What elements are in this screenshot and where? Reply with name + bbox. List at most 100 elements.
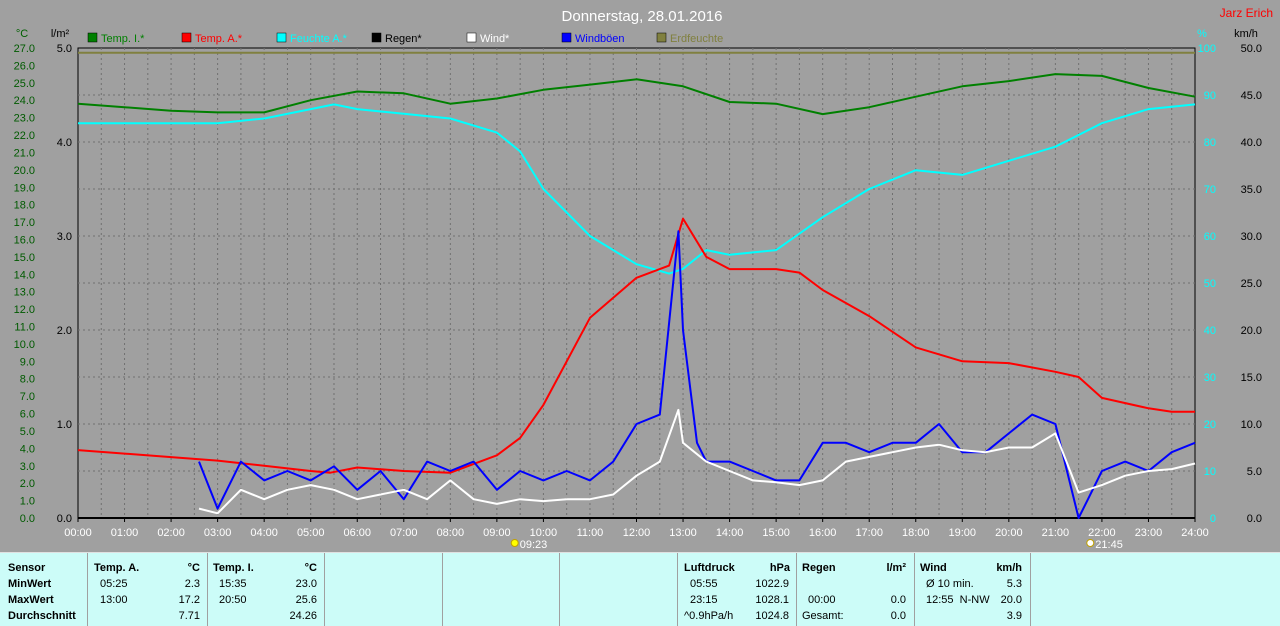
temp-tick-label: 20.0 [14,165,35,177]
temp-tick-label: 12.0 [14,304,35,316]
legend-swatch [87,32,98,43]
author-label: Jarz Erich [1220,6,1273,20]
row-label-avg: Durchschnitt [8,610,76,622]
x-tick-label: 20:00 [995,527,1023,539]
temp-tick-label: 25.0 [14,78,35,90]
x-tick-label: 00:00 [64,527,92,539]
x-tick-label: 05:00 [297,527,325,539]
temp-a-min-time: 05:25 [100,578,128,590]
weather-chart: Donnerstag, 28.01.2016 Jarz Erich °C l/m… [14,6,1273,551]
humidity-tick-label: 70 [1204,184,1216,196]
x-tick-label: 02:00 [157,527,185,539]
temp-tick-label: 10.0 [14,339,35,351]
temp-tick-label: 9.0 [20,356,35,368]
temp-tick-label: 17.0 [14,217,35,229]
wind-tick-label: 25.0 [1241,278,1262,290]
wind-avg-value: 3.9 [1006,610,1022,622]
temp-tick-label: 4.0 [20,443,35,455]
humidity-tick-label: 100 [1198,43,1216,55]
wind-tick-label: 0.0 [1247,513,1262,525]
x-tick-label: 15:00 [762,527,790,539]
row-label-min: MinWert [8,578,52,590]
luftdruck-max-time: 23:15 [690,594,718,606]
temp-tick-label: 14.0 [14,269,35,281]
x-tick-label: 14:00 [716,527,744,539]
temp-tick-label: 5.0 [20,426,35,438]
x-tick-label: 10:00 [530,527,558,539]
rain-axis-unit: l/m² [51,28,70,40]
humidity-tick-label: 60 [1204,231,1216,243]
legend-label: Windböen [575,33,625,45]
temp-tick-label: 22.0 [14,130,35,142]
temp-tick-label: 7.0 [20,391,35,403]
x-tick-label: 12:00 [623,527,651,539]
x-tick-label: 03:00 [204,527,232,539]
temp-tick-label: 2.0 [20,478,35,490]
wind-tick-label: 30.0 [1241,231,1262,243]
series-line [198,230,1196,519]
legend-label: Regen* [385,33,422,45]
x-tick-label: 21:00 [1042,527,1070,539]
temp-i-max-time: 20:50 [219,594,247,606]
wind-tick-label: 20.0 [1241,325,1262,337]
regen-max-time: 00:00 [808,594,836,606]
temp-tick-label: 3.0 [20,461,35,473]
temp-a-title: Temp. A. [94,562,140,574]
series-lines [77,51,1196,519]
luftdruck-min-time: 05:55 [690,578,718,590]
temp-tick-label: 16.0 [14,234,35,246]
temp-tick-label: 18.0 [14,200,35,212]
x-tick-label: 11:00 [577,527,604,539]
temp-tick-label: 11.0 [14,322,35,334]
luftdruck-trend: ^0.9hPa/h [684,610,734,622]
wind-avg10-label: Ø 10 min. [926,578,974,590]
row-label-max: MaxWert [8,594,54,606]
axis-ticks: 0.0 1.0 2.0 3.0 4.0 5.0 6.0 7.0 8.0 9.0 10.0 11.0 12… [14,43,1262,539]
temp-i-avg-value: 24.26 [289,610,317,622]
wind-unit: km/h [996,562,1022,574]
humidity-tick-label: 80 [1204,137,1216,149]
regen-unit: l/m² [886,562,906,574]
legend: Temp. I.* Temp. A.* Feuchte A.* Regen* Wind*… [87,32,723,45]
temp-tick-label: 24.0 [14,95,35,107]
legend-swatch [561,32,572,43]
temp-tick-label: 0.0 [20,513,35,525]
legend-label: Temp. A.* [195,33,243,45]
regen-total-label: Gesamt: [802,610,844,622]
wind-title: Wind [920,562,947,574]
humidity-tick-label: 0 [1210,513,1216,525]
x-tick-label: 01:00 [111,527,139,539]
legend-swatch [466,32,477,43]
legend-label: Erdfeuchte [670,33,723,45]
regen-max-value: 0.0 [890,594,906,606]
x-tick-label: 16:00 [809,527,837,539]
legend-swatch [371,32,382,43]
x-tick-label: 06:00 [343,527,371,539]
temp-a-max-value: 17.2 [178,594,200,606]
wind-max-time-dir: 12:55 N-NW [926,594,990,606]
luftdruck-avg-value: 1024.8 [755,610,789,622]
humidity-tick-label: 20 [1204,419,1216,431]
temp-tick-label: 19.0 [14,182,35,194]
wind-tick-label: 45.0 [1241,90,1262,102]
regen-title: Regen [802,562,836,574]
temp-i-unit: °C [304,562,317,574]
temp-a-max-time: 13:00 [100,594,128,606]
legend-swatch [276,32,287,43]
rain-tick-label: 1.0 [57,419,72,431]
temp-tick-label: 8.0 [20,374,35,386]
wind-tick-label: 5.0 [1247,466,1262,478]
temp-tick-label: 15.0 [14,252,35,264]
luftdruck-unit: hPa [769,562,790,574]
temp-tick-label: 6.0 [20,409,35,421]
series-line [78,103,1196,275]
series-line [77,217,1195,474]
legend-label: Temp. I.* [101,33,145,45]
humidity-tick-label: 50 [1204,278,1216,290]
humidity-tick-label: 30 [1204,372,1216,384]
x-tick-label: 22:00 [1088,527,1116,539]
temp-a-min-value: 2.3 [184,578,200,590]
wind-tick-label: 50.0 [1241,43,1262,55]
temp-tick-label: 1.0 [20,496,35,508]
sunrise-icon [510,539,519,547]
